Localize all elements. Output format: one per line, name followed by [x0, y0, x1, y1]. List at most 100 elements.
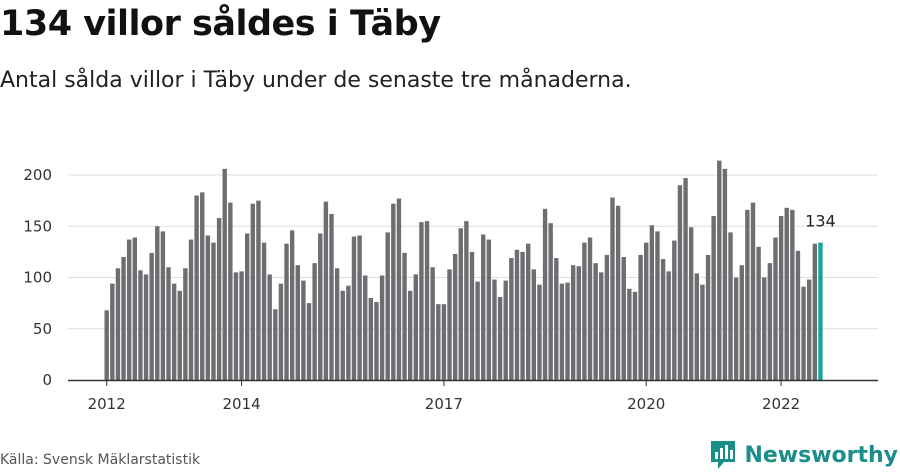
bar — [424, 221, 430, 381]
bar — [688, 227, 694, 380]
bar — [205, 235, 211, 380]
bar — [278, 283, 284, 380]
bar — [733, 277, 739, 380]
bar — [233, 272, 239, 381]
bar — [694, 273, 699, 380]
bar — [520, 251, 525, 381]
bar — [593, 263, 598, 380]
x-tick-label: 2020 — [627, 395, 665, 413]
bar — [537, 284, 542, 380]
bar — [160, 231, 166, 381]
bar — [295, 265, 300, 380]
bar — [346, 285, 351, 380]
bar — [261, 242, 267, 380]
x-tick-label: 2022 — [762, 395, 800, 413]
bar — [312, 263, 317, 380]
bar — [245, 233, 250, 380]
bar — [790, 209, 795, 380]
bar — [250, 203, 256, 380]
bar — [514, 249, 520, 380]
bar — [644, 242, 649, 380]
bar — [306, 303, 312, 381]
bar — [548, 223, 553, 380]
y-tick-label: 50 — [33, 320, 52, 338]
bar — [666, 271, 671, 380]
bar-chart: 0 50 100 150 200 2012 2014 2017 2020 2022 134 — [23, 160, 878, 413]
bar — [211, 242, 216, 380]
bar — [441, 304, 447, 380]
x-tick-label: 2014 — [222, 395, 260, 413]
bar — [807, 279, 812, 380]
bar — [385, 232, 390, 380]
bar — [604, 254, 610, 380]
bar — [391, 203, 396, 380]
bar — [273, 309, 278, 380]
bar — [745, 209, 750, 380]
bar — [166, 267, 171, 380]
bar — [200, 192, 205, 380]
y-tick-label: 150 — [23, 217, 52, 235]
bar — [447, 269, 452, 380]
bar — [413, 274, 418, 380]
bar — [188, 239, 194, 380]
bar — [739, 265, 744, 380]
bar — [722, 168, 728, 380]
bar — [587, 237, 593, 380]
bar — [143, 274, 149, 380]
bar — [497, 296, 503, 380]
bar — [149, 252, 154, 380]
bar — [672, 240, 677, 380]
bar — [329, 213, 334, 380]
x-tick-label: 2017 — [425, 395, 463, 413]
bar — [475, 281, 480, 380]
bar — [458, 228, 463, 380]
bar — [216, 218, 222, 380]
bar — [464, 221, 469, 381]
brand-logo: Newsworthy — [710, 440, 898, 470]
bar — [632, 291, 638, 380]
bar — [115, 268, 121, 380]
bar — [728, 232, 733, 380]
bar — [104, 310, 109, 380]
bar — [559, 283, 565, 380]
bar — [419, 222, 424, 380]
bar — [756, 246, 761, 380]
bar — [762, 277, 767, 380]
bar — [323, 201, 329, 380]
bar — [773, 237, 778, 380]
x-tick-label: 2012 — [88, 395, 126, 413]
bar — [526, 243, 531, 380]
y-tick-label: 100 — [23, 269, 52, 287]
bar — [452, 253, 458, 380]
bar — [183, 268, 188, 380]
bar — [503, 280, 508, 380]
bar — [649, 225, 655, 380]
bar — [239, 271, 244, 380]
chart-subtitle: Antal sålda villor i Täby under de senas… — [0, 68, 632, 93]
bar — [700, 284, 705, 380]
bar — [177, 290, 182, 380]
bar — [126, 239, 132, 380]
bar — [509, 258, 514, 380]
bar — [784, 207, 789, 380]
bar — [436, 304, 441, 380]
bar — [570, 265, 576, 380]
bar — [222, 168, 227, 380]
bar — [565, 282, 570, 381]
bar — [615, 205, 621, 380]
bar — [750, 202, 756, 380]
bar — [340, 290, 345, 380]
bar — [110, 283, 115, 380]
bar — [267, 274, 272, 380]
bar — [228, 202, 233, 380]
y-tick-label: 200 — [23, 166, 52, 184]
bar — [812, 243, 818, 380]
bar — [655, 231, 660, 381]
bar — [711, 216, 716, 380]
bar — [481, 234, 486, 380]
bar — [660, 259, 666, 380]
bar — [256, 200, 261, 381]
bar — [677, 185, 683, 380]
bar — [155, 226, 160, 380]
bar — [284, 243, 289, 380]
